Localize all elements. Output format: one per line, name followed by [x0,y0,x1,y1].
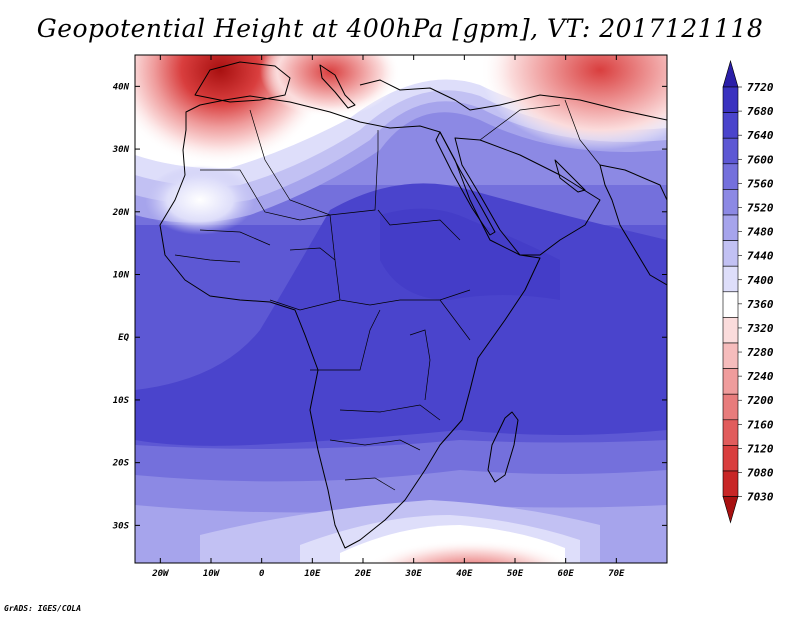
colorbar-top-arrow [722,59,739,88]
plot-frame [134,54,668,564]
y-tick-label: 30S [112,521,130,531]
colorbar-swatch [722,419,739,446]
x-tick-label: 20E [354,569,372,579]
colorbar-swatch [722,393,739,421]
colorbar-swatch [722,112,739,139]
mediterranean-north [359,79,667,121]
x-tick-label: 20W [151,569,170,579]
low-middle-east [480,55,667,150]
africa-coastline [159,95,541,549]
colorbar-label: 7240 [747,370,774,383]
y-tick-label: 40N [113,82,130,92]
colorbar-label: 7440 [747,250,774,263]
colorbar-label: 7720 [747,81,774,94]
x-axis: 20W 10W 0 10E 20E 30E 40E 50E 60E 70E [151,55,625,579]
y-tick-label: 20S [112,459,130,469]
colorbar-label: 7280 [747,346,774,359]
x-tick-label: 30E [405,569,423,579]
colorbar-swatch [722,291,739,318]
persian-gulf [554,159,586,193]
colorbar-swatch [722,265,739,293]
height-field [135,55,667,563]
y-tick-label: 10N [113,271,130,281]
colorbar-swatch [722,86,739,113]
colorbar-swatch [722,317,739,344]
y-tick-label: EQ [118,333,129,343]
y-tick-label: 30N [112,145,130,155]
colorbar-label: 7480 [747,226,774,239]
x-tick-label: 0 [259,569,265,579]
x-tick-label: 40E [456,569,473,579]
y-tick-label: 10S [113,396,130,406]
x-tick-label: 10W [203,569,221,579]
colorbar-label: 7200 [747,394,774,407]
colorbar-label: 7030 [747,491,774,504]
colorbar-swatch [722,445,739,472]
low-south [366,540,574,563]
colorbar-label: 7560 [747,177,774,190]
colorbar-swatch [722,368,739,395]
country-borders [174,99,601,491]
italy-coastline [319,64,356,109]
y-tick-label: 20N [112,208,130,218]
map-title: Geopotential Height at 400hPa [gpm], VT:… [36,14,764,43]
iberia-coastline [194,61,291,103]
credit-label: GrADS: IGES/COLA [4,604,82,613]
x-tick-label: 70E [608,569,625,579]
colorbar-label: 7080 [747,467,774,480]
colorbar-swatch [722,240,739,267]
colorbar: 7720 7680 7640 7600 7560 7520 7480 7440 7400 7360… [722,59,774,524]
india-coastline [599,164,667,286]
x-tick-label: 60E [558,569,575,579]
colorbar-label: 7520 [747,201,774,214]
colorbar-label: 7360 [747,298,774,311]
colorbar-swatch [722,189,739,216]
x-tick-label: 10E [304,569,321,579]
colorbar-label: 7400 [747,274,774,287]
colorbar-swatch [722,163,739,190]
red-sea [435,131,496,236]
colorbar-swatch [722,342,739,369]
colorbar-label: 7680 [747,105,774,118]
x-tick-label: 50E [507,569,524,579]
colorbar-label: 7600 [747,153,774,166]
arabia-coastline [454,137,601,256]
colorbar-bottom-arrow [722,496,739,524]
madagascar-coastline [487,411,519,483]
colorbar-swatch [722,137,739,165]
colorbar-label: 7160 [747,418,774,431]
colorbar-label: 7640 [747,129,774,142]
high-core [380,208,560,300]
colorbar-swatch [722,214,739,241]
y-axis: 40N 30N 20N 10N EQ 10S 20S 30S [112,82,667,531]
white-tongue-west [145,165,255,235]
colorbar-label: 7120 [747,442,774,455]
colorbar-label: 7320 [747,322,774,335]
high-central-africa [135,183,667,446]
colorbar-swatch [722,470,739,497]
coastlines [159,61,667,549]
